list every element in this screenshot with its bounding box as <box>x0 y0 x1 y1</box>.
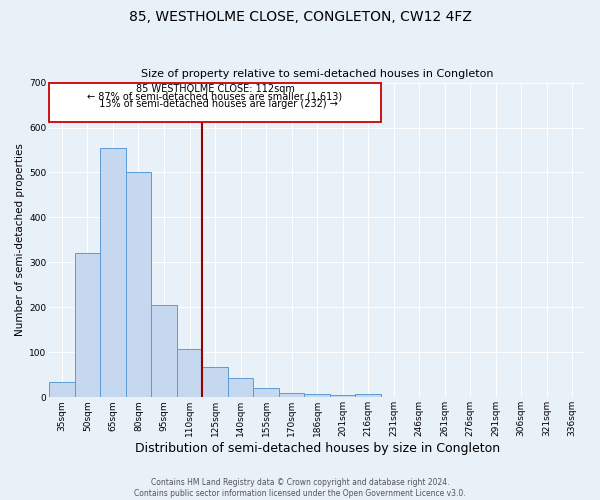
Text: 85 WESTHOLME CLOSE: 112sqm: 85 WESTHOLME CLOSE: 112sqm <box>136 84 295 94</box>
Title: Size of property relative to semi-detached houses in Congleton: Size of property relative to semi-detach… <box>141 69 493 79</box>
Text: 13% of semi-detached houses are larger (232) →: 13% of semi-detached houses are larger (… <box>92 98 337 108</box>
Text: Contains HM Land Registry data © Crown copyright and database right 2024.
Contai: Contains HM Land Registry data © Crown c… <box>134 478 466 498</box>
Bar <box>228 378 253 398</box>
X-axis label: Distribution of semi-detached houses by size in Congleton: Distribution of semi-detached houses by … <box>134 442 500 455</box>
Text: 85, WESTHOLME CLOSE, CONGLETON, CW12 4FZ: 85, WESTHOLME CLOSE, CONGLETON, CW12 4FZ <box>128 10 472 24</box>
Text: ← 87% of semi-detached houses are smaller (1,613): ← 87% of semi-detached houses are smalle… <box>88 92 343 102</box>
Bar <box>330 395 355 398</box>
Bar <box>75 254 100 398</box>
Bar <box>177 349 202 398</box>
Bar <box>253 388 279 398</box>
Bar <box>49 382 75 398</box>
Bar <box>202 366 228 398</box>
Bar <box>304 394 330 398</box>
FancyBboxPatch shape <box>49 82 381 122</box>
Bar <box>100 148 126 398</box>
Y-axis label: Number of semi-detached properties: Number of semi-detached properties <box>15 144 25 336</box>
Bar <box>151 305 177 398</box>
Bar <box>355 394 381 398</box>
Bar <box>126 172 151 398</box>
Bar <box>279 393 304 398</box>
